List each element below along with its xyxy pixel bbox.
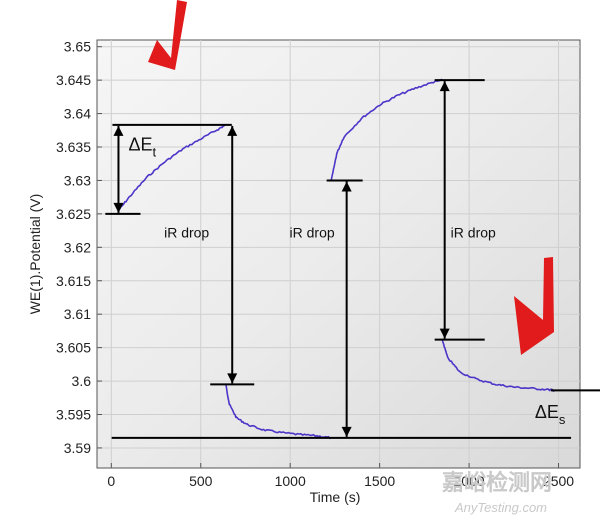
x-tick-label: 0 bbox=[107, 473, 115, 489]
drop2-arrow bbox=[341, 181, 352, 437]
delta-et-label: ΔEt bbox=[128, 134, 156, 159]
x-axis-title: Time (s) bbox=[310, 489, 361, 505]
drop3-arrow-head bbox=[439, 328, 450, 339]
x-tick-label: 2000 bbox=[454, 473, 485, 489]
y-tick-label: 3.625 bbox=[56, 206, 91, 222]
drop3-arrow-head bbox=[439, 81, 450, 92]
y-tick-label: 3.63 bbox=[64, 172, 91, 188]
y-axis: 3.59 3.595 3.6 3.605 3.61 3.615 3.62 3.625 3.63 3… bbox=[56, 39, 102, 456]
y-tick-label: 3.59 bbox=[64, 440, 91, 456]
x-tick-label: 1000 bbox=[275, 473, 306, 489]
watermark-cn: 嘉峪检测网 bbox=[442, 470, 552, 495]
y-tick-label: 3.61 bbox=[64, 306, 91, 322]
delta-et-arrow-head bbox=[113, 125, 124, 136]
y-tick-label: 3.635 bbox=[56, 139, 91, 155]
annotations: ΔEt iR drop iR drop iR drop ΔEs bbox=[105, 79, 600, 439]
y-tick-label: 3.6 bbox=[72, 373, 92, 389]
drop3-arrow bbox=[439, 81, 450, 339]
drop2-label: iR drop bbox=[290, 224, 335, 240]
watermark: 嘉峪检测网 AnyTesting.com bbox=[442, 470, 552, 515]
drop3-label: iR drop bbox=[451, 224, 496, 240]
data-series bbox=[117, 78, 556, 440]
y-tick-label: 3.605 bbox=[56, 340, 91, 356]
watermark-en: AnyTesting.com bbox=[454, 500, 547, 515]
y-tick-label: 3.65 bbox=[64, 39, 91, 55]
y-tick-label: 3.64 bbox=[64, 106, 91, 122]
x-tick-label: 2500 bbox=[543, 473, 574, 489]
drop1-arrow-head bbox=[227, 125, 238, 136]
drop1-arrow bbox=[227, 125, 238, 384]
drop2-arrow-head bbox=[341, 181, 352, 192]
series-segment-2 bbox=[225, 384, 332, 440]
y-axis-title: WE(1).Potential (V) bbox=[27, 194, 43, 315]
red-pointer-arrow-right bbox=[514, 257, 554, 355]
x-tick-label: 500 bbox=[189, 473, 213, 489]
plot-background bbox=[96, 39, 581, 469]
delta-et-arrow bbox=[113, 125, 124, 213]
red-pointer-arrow-left bbox=[148, 0, 187, 70]
y-tick-label: 3.645 bbox=[56, 72, 91, 88]
x-axis: 0 500 1000 1500 2000 2500 bbox=[107, 463, 574, 489]
y-tick-label: 3.595 bbox=[56, 407, 91, 423]
delta-et-arrow-head bbox=[113, 202, 124, 213]
series-segment-1 bbox=[117, 124, 226, 212]
drop2-arrow-head bbox=[341, 426, 352, 437]
delta-es-label: ΔEs bbox=[535, 402, 566, 427]
series-segment-4 bbox=[441, 338, 556, 392]
x-tick-label: 1500 bbox=[364, 473, 395, 489]
drop1-label: iR drop bbox=[164, 224, 209, 240]
drop1-arrow-head bbox=[227, 373, 238, 384]
grid-lines bbox=[97, 40, 580, 468]
y-tick-label: 3.62 bbox=[64, 239, 91, 255]
series-segment-3 bbox=[330, 78, 443, 180]
y-tick-label: 3.615 bbox=[56, 273, 91, 289]
